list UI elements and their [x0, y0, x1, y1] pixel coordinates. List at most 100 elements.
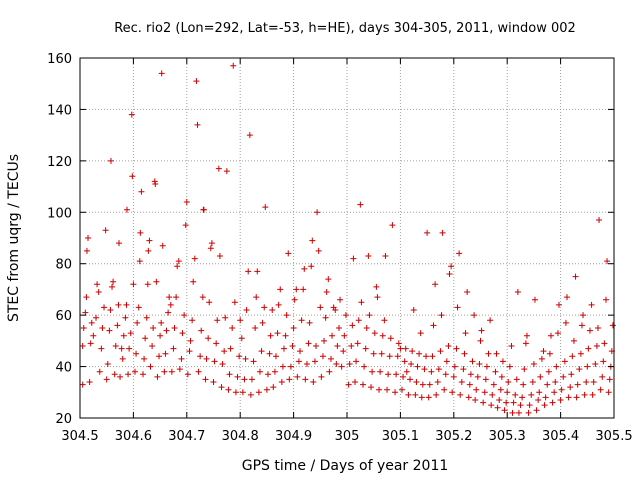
data-point	[190, 278, 197, 285]
data-point	[553, 363, 560, 370]
data-point	[590, 379, 597, 385]
data-point	[285, 250, 292, 257]
data-point	[305, 340, 312, 347]
data-point	[143, 314, 150, 321]
data-point	[400, 373, 407, 380]
data-point	[597, 386, 604, 393]
data-point	[166, 294, 173, 301]
data-point	[520, 381, 527, 388]
data-point	[599, 373, 606, 380]
data-point	[102, 227, 109, 234]
data-point	[258, 348, 265, 355]
data-point	[585, 345, 592, 352]
data-point	[326, 368, 333, 375]
data-point	[426, 381, 433, 388]
data-point	[278, 379, 285, 385]
data-point	[119, 355, 126, 362]
data-point	[149, 343, 156, 349]
data-point	[79, 343, 86, 349]
data-point	[606, 376, 613, 383]
data-point	[602, 296, 609, 303]
data-point	[140, 371, 147, 378]
data-point	[460, 366, 467, 373]
data-point	[145, 247, 152, 254]
data-point	[137, 229, 144, 236]
data-point	[433, 391, 440, 398]
data-point	[492, 368, 499, 375]
data-point	[161, 368, 168, 375]
data-point	[138, 188, 145, 195]
data-point	[596, 217, 603, 223]
data-point	[538, 355, 545, 362]
x-tick-label: 304.6	[115, 429, 152, 444]
data-point	[227, 345, 234, 352]
data-point	[230, 62, 237, 69]
data-point	[528, 391, 535, 398]
data-point	[382, 253, 389, 259]
data-point	[247, 391, 254, 398]
data-point	[501, 407, 508, 414]
x-tick-label: 304.8	[222, 429, 259, 444]
data-point	[175, 258, 182, 265]
data-point	[202, 376, 209, 383]
data-point	[206, 299, 213, 306]
data-point	[135, 304, 142, 311]
data-point	[573, 394, 580, 401]
data-point	[282, 332, 289, 339]
data-point	[277, 286, 284, 293]
data-point	[384, 386, 391, 393]
data-point	[346, 361, 353, 367]
data-point	[349, 322, 356, 329]
data-point	[176, 366, 183, 373]
data-point	[385, 371, 392, 378]
data-point	[494, 404, 501, 411]
data-point	[165, 309, 172, 316]
data-point	[450, 373, 457, 380]
data-point	[246, 132, 253, 139]
data-point	[402, 345, 409, 352]
data-point	[158, 70, 165, 77]
data-point	[399, 386, 406, 393]
data-point	[609, 322, 616, 329]
data-point	[134, 319, 141, 326]
data-point	[125, 371, 132, 378]
data-point	[156, 353, 163, 360]
data-point	[79, 381, 86, 388]
data-point	[439, 229, 446, 236]
data-point	[126, 345, 133, 352]
data-point	[464, 289, 471, 295]
data-point	[514, 289, 521, 295]
data-point	[589, 391, 596, 398]
data-point	[458, 379, 465, 385]
data-point	[601, 340, 608, 347]
data-point	[377, 368, 384, 375]
data-point	[144, 281, 151, 288]
data-point	[309, 237, 316, 244]
data-point	[178, 355, 185, 362]
data-point	[536, 389, 543, 396]
data-point	[213, 340, 220, 347]
data-point	[445, 343, 452, 349]
x-tick-label: 305	[335, 429, 360, 444]
data-point	[269, 307, 276, 313]
data-point	[451, 363, 458, 370]
data-point	[171, 325, 178, 331]
data-point	[272, 353, 279, 360]
data-point	[523, 332, 530, 339]
data-point	[256, 368, 263, 375]
data-point	[409, 348, 416, 355]
data-point	[533, 407, 540, 414]
data-point	[173, 294, 180, 301]
data-point	[329, 332, 336, 339]
data-point	[115, 301, 122, 308]
data-point	[318, 373, 325, 380]
data-point	[153, 278, 160, 285]
data-point	[94, 281, 101, 288]
data-point	[554, 330, 561, 337]
data-point	[252, 325, 259, 331]
data-point	[574, 381, 581, 388]
data-point	[493, 350, 500, 357]
data-point	[123, 301, 130, 308]
data-point	[241, 376, 248, 383]
data-point	[432, 281, 439, 288]
